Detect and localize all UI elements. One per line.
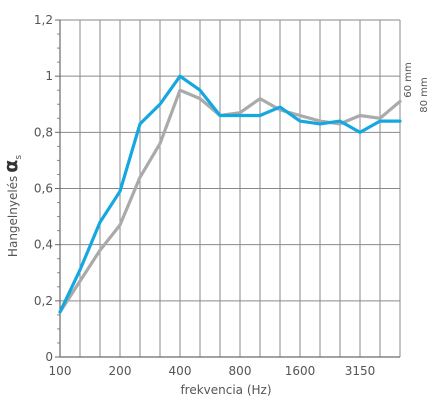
data-point-80-mm [99,221,101,223]
data-point-80-mm [119,190,121,193]
data-point-60-mm [99,249,101,252]
tick-labels: 0 0,2 0,4 0,6 0,8 1 1,2 100 200 400 800 1600 3150 [34,13,375,378]
data-point-80-mm [199,89,201,92]
data-point-80-mm [239,114,241,117]
x-tick-label: 800 [229,364,252,378]
data-point-80-mm [319,123,321,125]
series-line-60-mm [58,88,402,314]
data-point-80-mm [379,120,381,122]
data-point-60-mm [159,142,161,145]
data-point-60-mm [379,117,381,120]
x-axis-label: frekvencia (Hz) [180,383,271,397]
x-tick-label: 3150 [345,364,376,378]
data-point-80-mm [59,311,61,313]
data-point-60-mm [319,120,321,122]
series-lines [58,74,402,314]
y-axis-label-alpha: α [0,160,22,173]
legend-label-80-mm: 80 mm [419,77,430,112]
data-point-60-mm [359,114,361,117]
data-point-80-mm [359,131,361,134]
legend: 60 mm 80 mm [403,62,430,112]
x-tick-label: 1600 [285,364,316,378]
data-point-80-mm [139,123,141,125]
grid [59,19,401,357]
data-point-60-mm [139,176,141,179]
data-point-60-mm [339,123,341,125]
y-tick-label: 1 [45,69,53,83]
data-point-80-mm [219,114,221,117]
data-point-60-mm [119,224,121,226]
data-point-80-mm [79,269,81,271]
data-point-60-mm [179,89,181,92]
y-tick-label: 0,4 [34,238,53,252]
y-axis-label-text: Hangelnyelés [6,176,20,257]
data-point-60-mm [399,100,401,103]
y-tick-label: 0,8 [34,125,53,139]
svg-text:Hangelnyelésαs: Hangelnyelés αs [0,155,24,257]
data-point-80-mm [259,114,261,117]
y-tick-label: 1,2 [34,13,53,27]
data-point-60-mm [239,111,241,114]
y-axis-label-subscript: s [14,155,24,160]
y-axis-label: Hangelnyelés αs [0,155,24,257]
data-point-60-mm [199,97,201,100]
data-point-80-mm [159,103,161,106]
data-point-60-mm [259,97,261,100]
data-point-80-mm [279,106,281,108]
data-point-80-mm [299,120,301,122]
legend-label-60-mm: 60 mm [403,62,414,97]
series-line-80-mm [58,74,402,314]
axes [55,19,400,358]
y-tick-label: 0 [45,350,53,364]
y-tick-label: 0,6 [34,182,53,196]
data-point-80-mm [399,120,401,122]
x-tick-label: 200 [109,364,132,378]
data-point-60-mm [299,114,301,117]
data-point-60-mm [79,280,81,282]
y-tick-label: 0,2 [34,294,53,308]
data-point-60-mm [279,109,281,111]
data-point-80-mm [179,75,181,77]
x-tick-label: 400 [169,364,192,378]
x-tick-label: 100 [49,364,72,378]
data-point-80-mm [339,120,341,122]
